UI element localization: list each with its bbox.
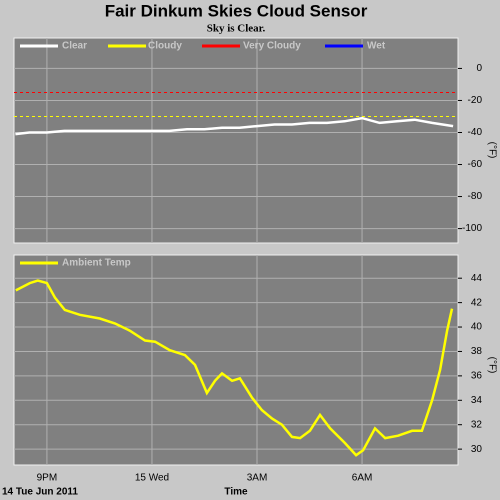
- y-tick-label: 38: [471, 346, 483, 357]
- legend-label: Clear: [62, 41, 87, 52]
- x-tick-label: 6AM: [352, 473, 373, 484]
- plot-area: [13, 254, 459, 466]
- legend-label: Cloudy: [148, 41, 182, 52]
- plot-area: [13, 37, 459, 244]
- chart-title: Fair Dinkum Skies Cloud Sensor: [105, 1, 368, 20]
- x-tick-label: 15 Wed: [135, 473, 169, 484]
- y-tick-label: 44: [471, 273, 483, 284]
- y-axis-label: (°F): [486, 357, 497, 374]
- series-line: [15, 116, 454, 136]
- legend-label: Very Cloudy: [243, 41, 301, 52]
- y-tick-label: -80: [468, 191, 483, 202]
- y-tick-label: 32: [471, 419, 483, 430]
- legend-label: Wet: [367, 41, 386, 52]
- y-tick-label: 42: [471, 297, 483, 308]
- date-label: 14 Tue Jun 2011: [2, 487, 78, 498]
- chart-subtitle: Sky is Clear.: [207, 23, 266, 35]
- y-tick-label: 0: [476, 63, 482, 74]
- y-tick-label: 40: [471, 322, 483, 333]
- x-axis-label: Time: [224, 487, 248, 498]
- y-tick-label: 34: [471, 395, 483, 406]
- y-tick-label: -60: [468, 159, 483, 170]
- y-tick-label: -100: [462, 223, 482, 234]
- series-line: [15, 279, 454, 457]
- y-tick-label: -20: [468, 95, 483, 106]
- x-tick-label: 3AM: [247, 473, 268, 484]
- y-tick-label: -40: [468, 127, 483, 138]
- y-tick-label: 30: [471, 444, 483, 455]
- x-tick-label: 9PM: [37, 473, 58, 484]
- legend-label: Ambient Temp: [62, 258, 131, 269]
- y-axis-label: (°F): [486, 142, 497, 159]
- y-tick-label: 36: [471, 371, 483, 382]
